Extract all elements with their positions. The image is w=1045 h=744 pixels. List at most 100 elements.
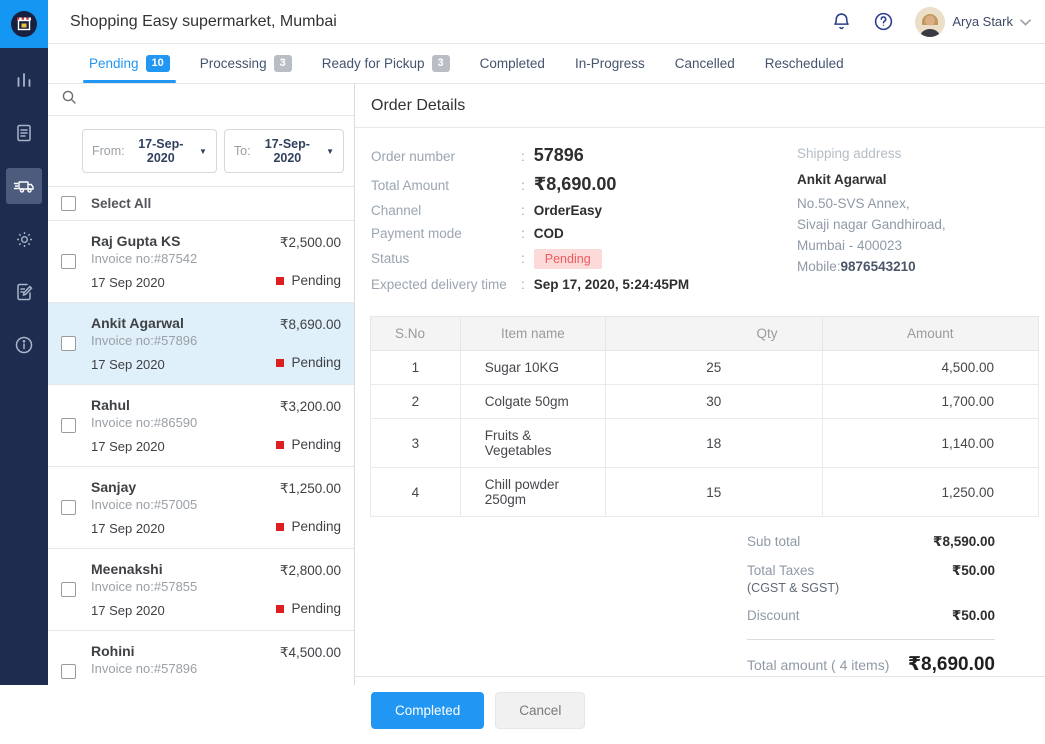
info-icon: [14, 335, 34, 355]
tab[interactable]: Rescheduled: [750, 44, 859, 83]
completed-button[interactable]: Completed: [371, 692, 485, 729]
tab-count-badge: 10: [145, 55, 170, 72]
status-square-icon: [276, 276, 285, 285]
tab[interactable]: Pending 10: [74, 44, 185, 83]
user-menu[interactable]: Arya Stark: [915, 6, 1031, 37]
tab-label: Completed: [479, 56, 545, 71]
shipping-address-block: Shipping address Ankit Agarwal No.50-SVS…: [797, 145, 1025, 300]
shipping-lines: No.50-SVS Annex, Sivaji nagar Gandhiroad…: [797, 194, 1025, 257]
tab[interactable]: Processing 3: [185, 44, 307, 83]
invoice-number: Invoice no:#57005: [91, 497, 198, 512]
order-checkbox[interactable]: [61, 582, 76, 597]
order-checkbox[interactable]: [61, 254, 76, 269]
order-checkbox[interactable]: [61, 336, 76, 351]
sidebar-item-analytics[interactable]: [6, 62, 42, 98]
order-list-item[interactable]: Raj Gupta KS Invoice no:#87542 17 Sep 20…: [48, 221, 354, 303]
order-checkbox[interactable]: [61, 664, 76, 679]
panel-heading: Order Details: [355, 84, 1045, 128]
field-row: Channel : OrderEasy: [371, 203, 603, 218]
tab-count-badge: 3: [431, 55, 450, 72]
date-to-label: To:: [233, 144, 251, 158]
field-value: ₹8,690.00: [533, 174, 617, 194]
cell-item-name: Sugar 10KG: [459, 350, 607, 385]
invoice-number: Invoice no:#57896: [91, 333, 198, 348]
total-value: ₹50.00: [951, 563, 995, 578]
truck-icon: [13, 176, 35, 196]
search-input[interactable]: [48, 84, 354, 116]
table-header-cell: Amount: [821, 316, 1039, 351]
total-row: Discount ₹50.00: [747, 608, 995, 624]
totals-divider: [747, 639, 995, 640]
tab-label: Pending: [89, 56, 139, 71]
cell-amount: 4,500.00: [821, 350, 1039, 385]
select-all-checkbox[interactable]: [61, 196, 76, 211]
sidebar-item-reports-edit[interactable]: [6, 274, 42, 310]
help-icon[interactable]: [873, 11, 894, 32]
tab[interactable]: Ready for Pickup 3: [307, 44, 465, 83]
field-label: Payment mode: [371, 226, 462, 241]
cell-item-name: Fruits & Vegetables: [459, 418, 607, 468]
sidebar-item-documents[interactable]: [6, 115, 42, 151]
field-value: Pending: [533, 249, 602, 269]
sidebar-item-orders-delivery[interactable]: [6, 168, 42, 204]
bell-icon[interactable]: [831, 11, 852, 32]
app-window: Shopping Easy supermarket, Mumbai: [0, 0, 1045, 729]
invoice-number: Invoice no:#87542: [91, 251, 198, 266]
order-checkbox[interactable]: [61, 418, 76, 433]
order-list-item[interactable]: Meenakshi Invoice no:#57855 17 Sep 2020 …: [48, 549, 354, 631]
date-from-value: 17-Sep-2020: [138, 137, 184, 165]
store-logo-icon: [11, 11, 37, 37]
tab[interactable]: In-Progress: [560, 44, 660, 83]
status-square-icon: [276, 358, 285, 367]
order-items-table: S.No Item name Qty Amount 1 Sugar 10KG 25 4…: [370, 316, 1039, 517]
tab-label: In-Progress: [574, 56, 645, 71]
order-status: Pending: [276, 355, 341, 370]
tab[interactable]: Cancelled: [660, 44, 750, 83]
grand-total-row: Total amount ( 4 items) ₹8,690.00: [747, 653, 995, 676]
order-date: 17 Sep 2020: [91, 603, 165, 618]
tab[interactable]: Completed: [465, 44, 560, 83]
table-row: 1 Sugar 10KG 25 4,500.00: [370, 350, 1039, 385]
order-list-item[interactable]: Ankit Agarwal Invoice no:#57896 17 Sep 2…: [48, 303, 354, 385]
order-checkbox[interactable]: [61, 500, 76, 515]
status-text: Pending: [291, 683, 341, 685]
order-amount: ₹1,250.00: [279, 481, 341, 496]
field-value: OrderEasy: [533, 203, 603, 218]
order-status: Pending: [276, 519, 341, 534]
cell-qty: 15: [605, 467, 823, 517]
order-status: Pending: [276, 273, 341, 288]
cancel-button[interactable]: Cancel: [495, 692, 586, 729]
total-row: Sub total ₹8,590.00: [747, 534, 995, 550]
shipping-mobile: Mobile:9876543210: [797, 258, 916, 274]
shipping-label: Shipping address: [797, 146, 902, 161]
order-list-item[interactable]: Sanjay Invoice no:#57005 17 Sep 2020 ₹1,…: [48, 467, 354, 549]
cell-amount: 1,250.00: [821, 467, 1039, 517]
field-value: COD: [533, 226, 564, 241]
tab-label: Ready for Pickup: [321, 56, 425, 71]
order-amount: ₹2,500.00: [279, 235, 341, 250]
date-to-dropdown[interactable]: To: 17-Sep-2020 ▼: [223, 129, 344, 173]
date-from-label: From:: [92, 144, 125, 158]
action-bar: Completed Cancel: [355, 676, 1045, 744]
avatar: [915, 6, 946, 37]
field-label: Channel: [371, 203, 422, 218]
order-list-item[interactable]: Rohini Invoice no:#57896 17 Jan 2020 ₹4,…: [48, 631, 354, 685]
total-row: Total Taxes (CGST & SGST) ₹50.00: [747, 563, 995, 595]
invoice-number: Invoice no:#86590: [91, 415, 198, 430]
shipping-line: No.50-SVS Annex,: [797, 196, 910, 211]
top-header: Shopping Easy supermarket, Mumbai: [48, 0, 1045, 44]
document-edit-icon: [14, 282, 34, 302]
cell-sno: 1: [370, 350, 461, 385]
cell-amount: 1,700.00: [821, 384, 1039, 419]
app-logo[interactable]: [0, 0, 48, 48]
total-label: Sub total: [747, 534, 801, 549]
date-from-dropdown[interactable]: From: 17-Sep-2020 ▼: [82, 129, 217, 173]
field-label: Total Amount: [371, 178, 450, 193]
total-value: ₹8,590.00: [933, 534, 995, 549]
sidebar-item-settings[interactable]: [6, 221, 42, 257]
order-list-item[interactable]: Rahul Invoice no:#86590 17 Sep 2020 ₹3,2…: [48, 385, 354, 467]
cell-sno: 4: [370, 467, 461, 517]
sidebar-item-info[interactable]: [6, 327, 42, 363]
cell-item-name: Colgate 50gm: [459, 384, 607, 419]
shipping-line: Mumbai - 400023: [797, 237, 903, 253]
